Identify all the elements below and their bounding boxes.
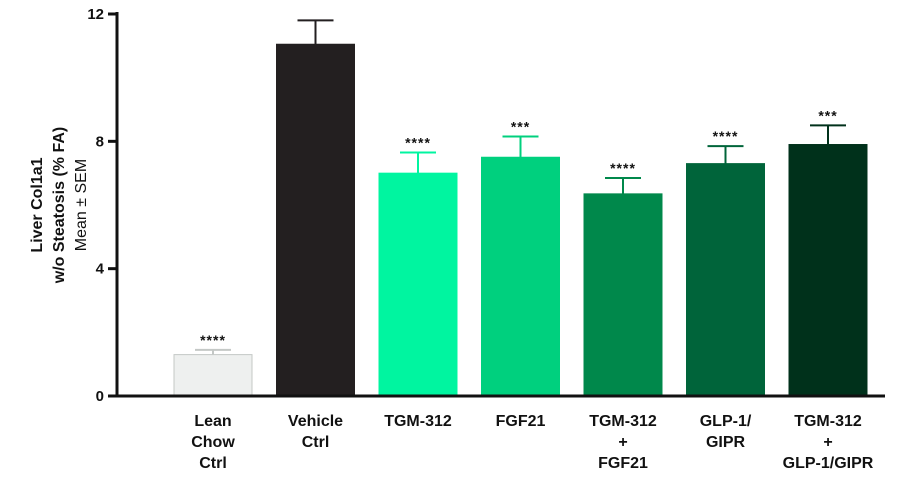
x-category-label: GLP-1/GIPR <box>700 413 752 451</box>
y-axis-title-line-1: Liver Col1a1 <box>29 157 46 252</box>
significance-label: **** <box>610 160 636 176</box>
significance-label: *** <box>818 107 837 123</box>
x-category-label-line: Chow <box>191 434 235 451</box>
x-category-label-line: + <box>823 434 832 451</box>
bar <box>686 163 765 397</box>
bars-group: ********************** <box>173 19 868 397</box>
bar <box>173 354 253 397</box>
y-axis-title: Liver Col1a1 w/o Steatosis (% FA) Mean ±… <box>29 127 90 284</box>
bar-group: **** <box>686 128 765 397</box>
y-tick-label: 12 <box>87 6 104 23</box>
significance-label: **** <box>200 332 226 348</box>
bar-group: **** <box>173 332 253 397</box>
y-axis-title-line-2: w/o Steatosis (% FA) <box>51 127 68 284</box>
significance-label: *** <box>511 119 530 135</box>
x-category-label-line: GLP-1/ <box>700 413 752 430</box>
x-category-label-line: Vehicle <box>288 413 343 430</box>
y-axis: 0 4 8 12 <box>87 6 119 405</box>
x-category-label-line: + <box>618 434 627 451</box>
y-tick-label: 0 <box>96 388 104 405</box>
x-category-label-line: GIPR <box>706 434 746 451</box>
bar-group: *** <box>481 119 560 397</box>
x-category-label-line: GLP-1/GIPR <box>783 455 874 472</box>
bar-group: **** <box>583 160 663 397</box>
x-category-label-line: Ctrl <box>199 455 227 472</box>
x-category-label: TGM-312 <box>384 413 452 430</box>
x-category-label-line: FGF21 <box>496 413 546 430</box>
significance-label: **** <box>405 134 431 150</box>
x-category-label: FGF21 <box>496 413 546 430</box>
bar <box>276 43 355 397</box>
x-category-label-line: Lean <box>194 413 231 430</box>
x-category-label-line: TGM-312 <box>384 413 452 430</box>
bar <box>583 193 663 397</box>
bar-group: **** <box>378 134 458 397</box>
significance-label: **** <box>713 128 739 144</box>
bar-group <box>276 19 355 397</box>
x-category-label: TGM-312 + GLP-1/GIPR <box>783 413 874 472</box>
y-axis-title-line-3: Mean ± SEM <box>73 159 90 251</box>
bar <box>481 156 560 397</box>
y-tick-label: 8 <box>96 133 104 150</box>
bar <box>788 144 868 397</box>
bar-group: *** <box>788 107 868 397</box>
x-category-label-line: TGM-312 <box>589 413 657 430</box>
x-category-label: TGM-312 + FGF21 <box>589 413 657 472</box>
x-category-label: Lean Chow Ctrl <box>191 413 235 472</box>
bar <box>378 172 458 397</box>
x-category-label-line: FGF21 <box>598 455 648 472</box>
x-category-label-line: Ctrl <box>302 434 330 451</box>
x-category-label-line: TGM-312 <box>794 413 862 430</box>
x-category-label: Vehicle Ctrl <box>288 413 343 451</box>
y-tick-label: 4 <box>96 261 105 278</box>
